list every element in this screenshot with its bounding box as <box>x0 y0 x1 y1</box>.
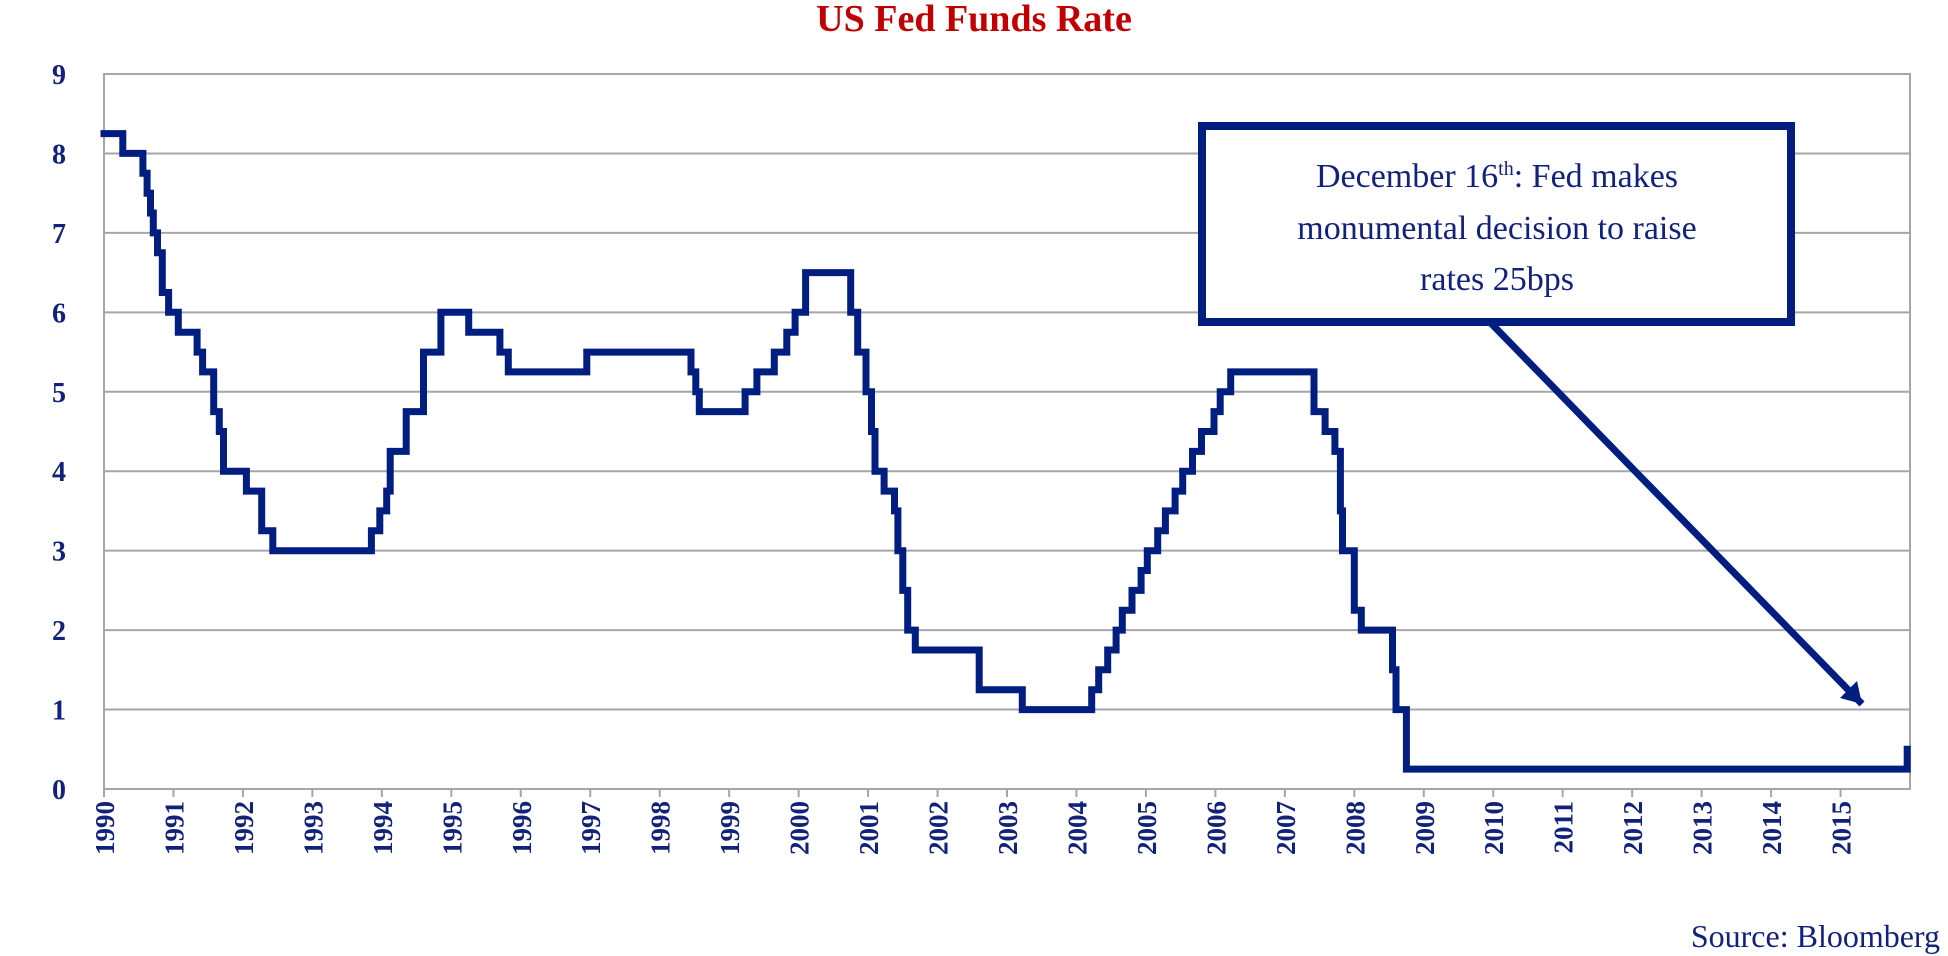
x-tick-label: 2014 <box>1757 801 1787 855</box>
annotation-arrow-line <box>1480 312 1865 707</box>
grid <box>104 152 1910 711</box>
annotation-line2: monumental decision to raise <box>1297 210 1696 247</box>
y-tick-label: 0 <box>52 775 66 806</box>
y-tick-label: 6 <box>52 298 66 329</box>
y-tick-label: 5 <box>52 378 66 409</box>
x-tick-label: 2012 <box>1618 801 1648 855</box>
fed-funds-rate-line <box>100 130 1911 773</box>
x-tick-label: 2009 <box>1410 801 1440 855</box>
x-tick-label: 2000 <box>785 801 815 855</box>
annotation-text: December 16th: Fed makes monumental decis… <box>1297 158 1696 298</box>
chart-title: US Fed Funds Rate <box>816 0 1132 40</box>
x-tick-label: 2010 <box>1479 801 1509 855</box>
x-tick-label: 2015 <box>1827 801 1857 855</box>
x-tick-label: 2006 <box>1201 801 1231 855</box>
x-tick-label: 2003 <box>993 801 1023 855</box>
x-tick-label: 2001 <box>854 801 884 855</box>
y-tick-label: 1 <box>52 696 66 727</box>
annotation-line1: December 16th: Fed makes <box>1316 158 1678 195</box>
x-tick-label: 2008 <box>1340 801 1370 855</box>
x-tick-label: 2002 <box>924 801 954 855</box>
x-tick-label: 2004 <box>1062 801 1092 855</box>
x-tick-label: 1992 <box>229 801 259 855</box>
y-tick-label: 8 <box>52 139 66 170</box>
x-tick-label: 1997 <box>576 801 606 855</box>
x-tick-label: 1999 <box>715 801 745 855</box>
annotation-line3: rates 25bps <box>1420 261 1574 298</box>
x-tick-label: 1995 <box>437 801 467 855</box>
x-tick-label: 1990 <box>90 801 120 855</box>
x-tick-label: 1991 <box>159 801 189 855</box>
source-label: Source: Bloomberg <box>1691 918 1940 954</box>
x-tick-label: 2007 <box>1271 801 1301 855</box>
annotation-box <box>1198 122 1795 326</box>
annotation: December 16th: Fed makes monumental decis… <box>1198 122 1865 707</box>
x-tick-label: 1998 <box>646 801 676 855</box>
y-tick-label: 3 <box>52 537 66 568</box>
annotation-arrow-head <box>1840 681 1862 704</box>
y-tick-label: 9 <box>52 60 66 91</box>
x-tick-label: 1996 <box>507 801 537 855</box>
x-tick-label: 2013 <box>1688 801 1718 855</box>
x-tick-label: 1994 <box>368 801 398 855</box>
y-tick-label: 7 <box>52 219 66 250</box>
y-axis-ticks: 0 1 2 3 4 5 6 7 8 9 <box>52 60 66 806</box>
y-tick-label: 4 <box>52 457 66 488</box>
x-tick-label: 2005 <box>1132 801 1162 855</box>
x-tick-label: 1993 <box>298 801 328 855</box>
y-tick-label: 2 <box>52 616 66 647</box>
x-axis-ticks: 1990 1991 1992 1993 1994 1995 1996 1997 1998 1999… <box>90 789 1857 855</box>
x-tick-label: 2011 <box>1549 801 1579 854</box>
